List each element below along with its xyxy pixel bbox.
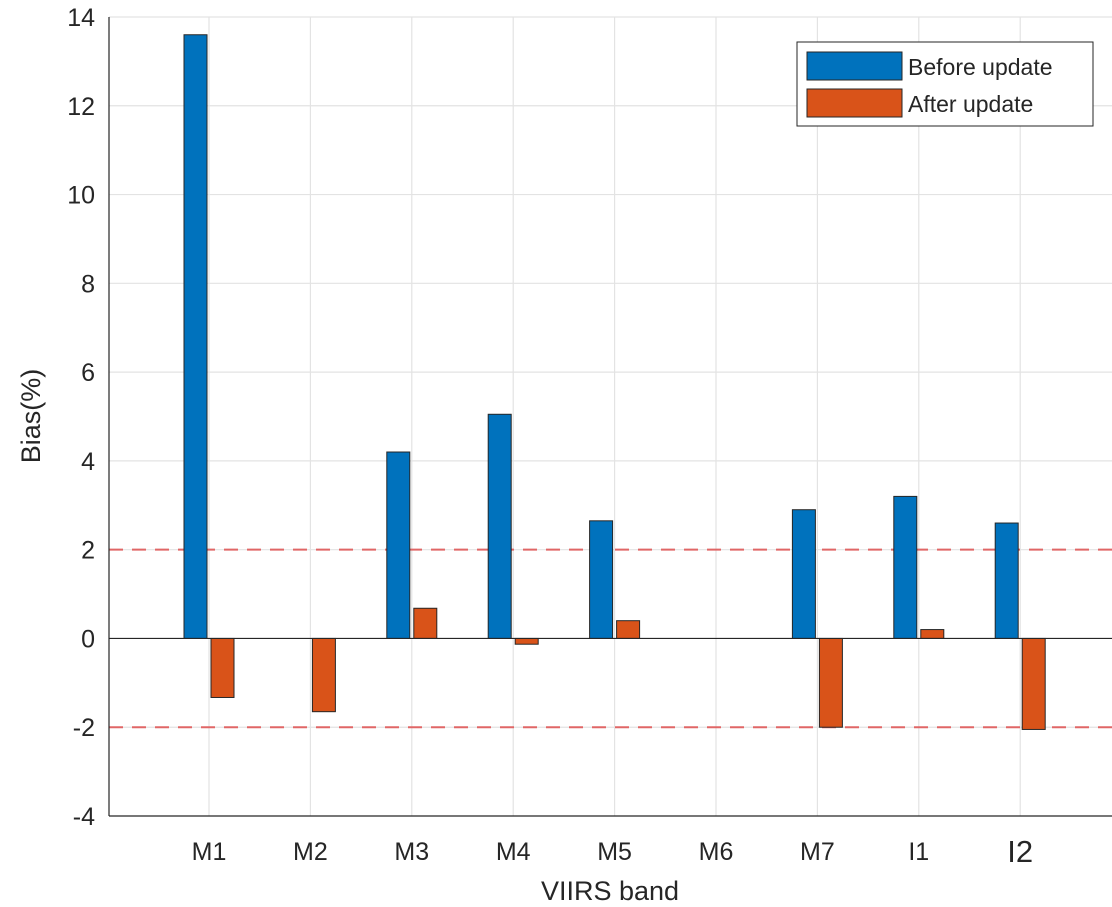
y-tick-label-14: 14 xyxy=(67,4,95,32)
y-tick-label-2: -2 xyxy=(73,714,95,742)
bar-after-update-i1 xyxy=(920,629,945,639)
bar-before-update-m4 xyxy=(487,413,512,639)
x-axis-label: VIIRS band xyxy=(541,876,679,906)
x-tick-label-m6: M6 xyxy=(699,838,734,866)
bar-after-update-m4 xyxy=(514,637,539,645)
x-tick-labels: M1 M2 M3 M4 M5 M6 M7 I1 I2 xyxy=(192,834,1033,869)
y-tick-label-10: 10 xyxy=(67,182,95,210)
y-tick-label-2: 2 xyxy=(81,537,95,565)
x-tick-label-m2: M2 xyxy=(293,838,328,866)
y-tick-label-0: 0 xyxy=(81,625,95,653)
x-tick-label-m4: M4 xyxy=(496,838,531,866)
bar-before-update-m1 xyxy=(183,34,208,639)
y-tick-label-12: 12 xyxy=(67,93,95,121)
x-tick-label-m5: M5 xyxy=(597,838,632,866)
y-tick-labels: -4 -2 0 2 4 6 8 10 12 14 xyxy=(67,4,95,831)
bar-after-update-i2 xyxy=(1021,637,1046,730)
bar-after-update-m5 xyxy=(616,620,641,639)
x-tick-label-i1: I1 xyxy=(908,838,929,866)
bar-before-update-m3 xyxy=(386,451,411,639)
y-tick-label-4: -4 xyxy=(73,803,95,831)
y-tick-label-6: 6 xyxy=(81,359,95,387)
legend-label-before-update: Before update xyxy=(908,54,1053,80)
y-tick-label-8: 8 xyxy=(81,270,95,298)
bar-before-update-i1 xyxy=(893,495,918,639)
legend-label-after-update: After update xyxy=(908,91,1033,117)
x-tick-label-m7: M7 xyxy=(800,838,835,866)
bar-before-update-m7 xyxy=(791,509,816,639)
legend-swatch-before-update xyxy=(806,51,903,81)
plot-area xyxy=(109,17,1112,816)
bar-after-update-m7 xyxy=(818,637,843,728)
reference-lines xyxy=(109,548,1112,729)
axes xyxy=(108,17,1112,817)
x-tick-label-i2: I2 xyxy=(1007,834,1033,869)
bar-after-update-m1 xyxy=(210,637,235,698)
bar-after-update-m3 xyxy=(413,607,438,639)
grid-lines xyxy=(109,16,1112,816)
y-tick-label-4: 4 xyxy=(81,448,95,476)
bar-before-update-i2 xyxy=(994,522,1019,639)
legend: Before update After update xyxy=(796,41,1094,127)
bar-before-update-m5 xyxy=(589,520,614,639)
y-axis-label: Bias(%) xyxy=(16,369,46,464)
bar-after-update-m2 xyxy=(311,637,336,713)
legend-swatch-after-update xyxy=(806,88,903,118)
bars xyxy=(109,34,1112,730)
x-tick-label-m1: M1 xyxy=(192,838,227,866)
x-tick-label-m3: M3 xyxy=(394,838,429,866)
